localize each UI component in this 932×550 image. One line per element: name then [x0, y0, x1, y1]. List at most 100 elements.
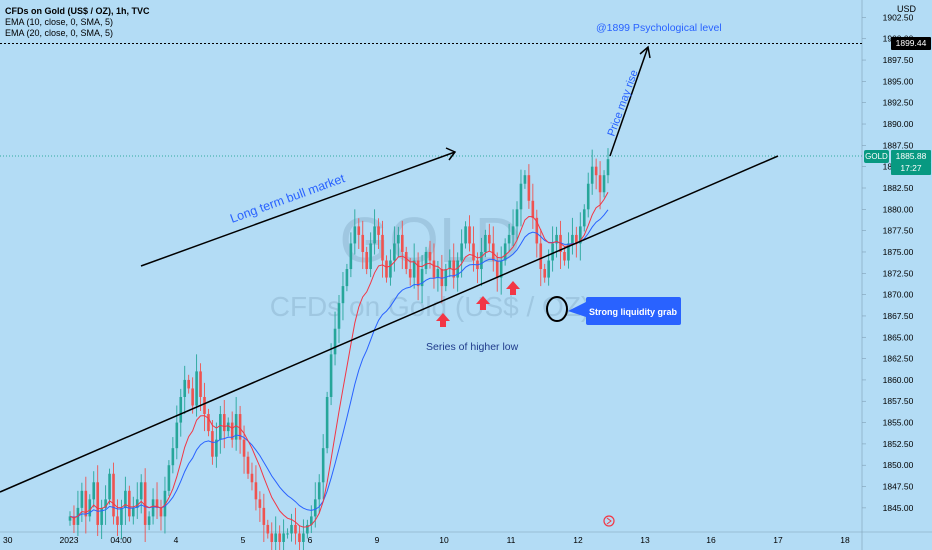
- candle: [408, 257, 412, 286]
- candle: [567, 232, 570, 269]
- time-tick-label: 6: [308, 535, 313, 545]
- candle: [135, 482, 139, 519]
- candle: [250, 462, 254, 491]
- candle: [523, 170, 527, 189]
- candle: [195, 354, 198, 417]
- candle: [175, 405, 179, 460]
- candles-layer: [68, 148, 610, 550]
- candle: [377, 218, 380, 249]
- candle: [294, 507, 297, 545]
- candle: [559, 220, 562, 270]
- current-price-label: 1885.88: [891, 150, 931, 163]
- candle: [207, 408, 210, 437]
- candle: [551, 226, 554, 272]
- candle: [373, 209, 376, 255]
- candle: [575, 226, 578, 258]
- candle: [357, 218, 361, 249]
- price-tick-label: 1865.00: [883, 332, 914, 342]
- candle: [80, 482, 84, 522]
- time-tick-label: 16: [706, 535, 716, 545]
- candle: [602, 170, 606, 198]
- candle: [456, 252, 459, 292]
- candle: [274, 516, 278, 550]
- candle: [381, 220, 384, 278]
- time-axis[interactable]: 30 2023 04:00 4 5 6 9 10 11 12 13 16 17 18: [3, 535, 850, 545]
- symbol-line: CFDs on Gold (US$ / OZ), 1h, TVC: [5, 6, 150, 16]
- candle: [515, 201, 519, 241]
- candle: [440, 254, 444, 304]
- price-tick-label: 1895.00: [883, 76, 914, 86]
- candle: [590, 149, 594, 195]
- time-tick-label: 4: [174, 535, 179, 545]
- candle: [139, 474, 143, 514]
- candle: [416, 252, 420, 301]
- price-rise-arrow[interactable]: [609, 45, 651, 157]
- candle: [337, 295, 341, 343]
- candle: [159, 499, 163, 531]
- candle: [397, 226, 400, 258]
- price-tick-label: 1897.50: [883, 55, 914, 65]
- candle: [120, 499, 123, 540]
- price-axis[interactable]: 1902.501900.001897.501895.001892.501890.…: [862, 12, 914, 513]
- price-tick-label: 1882.50: [883, 183, 914, 193]
- candle: [345, 263, 349, 292]
- candle: [128, 485, 131, 522]
- price-tick-label: 1857.50: [883, 396, 914, 406]
- candle: [329, 343, 333, 406]
- candle: [76, 490, 80, 537]
- candle: [306, 519, 309, 539]
- price-tick-label: 1875.00: [883, 247, 914, 257]
- candle: [147, 511, 151, 531]
- bull-market-label: Long term bull market: [228, 171, 347, 226]
- time-tick-label: 2023: [60, 535, 79, 545]
- candle: [238, 405, 242, 454]
- candle: [586, 172, 590, 218]
- candle: [404, 246, 408, 275]
- candle: [88, 494, 92, 522]
- higher-low-label: Series of higher low: [426, 341, 519, 353]
- candle: [226, 417, 230, 437]
- candle: [424, 246, 428, 275]
- candle: [108, 468, 111, 505]
- candle: [543, 263, 547, 283]
- candle: [92, 471, 96, 508]
- replay-icon[interactable]: [603, 515, 615, 527]
- currency-label: USD: [897, 4, 917, 14]
- trendline[interactable]: [0, 155, 779, 493]
- candle: [412, 243, 416, 289]
- candle: [167, 460, 171, 496]
- candle: [183, 365, 187, 415]
- time-tick-label: 11: [507, 535, 516, 545]
- price-tick-label: 1902.50: [883, 12, 914, 22]
- price-tick-label: 1860.00: [883, 375, 914, 385]
- price-tick-label: 1877.50: [883, 226, 914, 236]
- price-tick-label: 1890.00: [883, 119, 914, 129]
- price-tick-label: 1872.50: [883, 268, 914, 278]
- candle: [393, 226, 396, 272]
- candle: [246, 451, 250, 479]
- candle: [503, 238, 507, 266]
- candle: [341, 272, 345, 321]
- price-tick-label: 1867.50: [883, 311, 914, 321]
- candle: [563, 246, 566, 266]
- candle: [385, 255, 388, 283]
- candle: [234, 396, 238, 451]
- candle: [420, 254, 424, 304]
- liquidity-callout[interactable]: [568, 297, 681, 325]
- chart-legend[interactable]: CFDs on Gold (US$ / OZ), 1h, TVC EMA (10…: [5, 6, 150, 39]
- candle: [464, 221, 467, 249]
- price-tick-label: 1880.00: [883, 204, 914, 214]
- candle: [606, 148, 610, 184]
- candle: [488, 223, 491, 252]
- candle: [579, 212, 582, 261]
- candle: [582, 204, 586, 232]
- candle: [278, 525, 281, 550]
- candle: [191, 377, 194, 414]
- ema-slow-line: EMA (20, close, 0, SMA, 5): [5, 28, 114, 38]
- level-price-label: 1899.44: [891, 37, 931, 50]
- candle: [104, 485, 107, 525]
- candle: [290, 513, 293, 542]
- candle: [499, 246, 503, 295]
- bull-market-arrow[interactable]: [140, 147, 457, 267]
